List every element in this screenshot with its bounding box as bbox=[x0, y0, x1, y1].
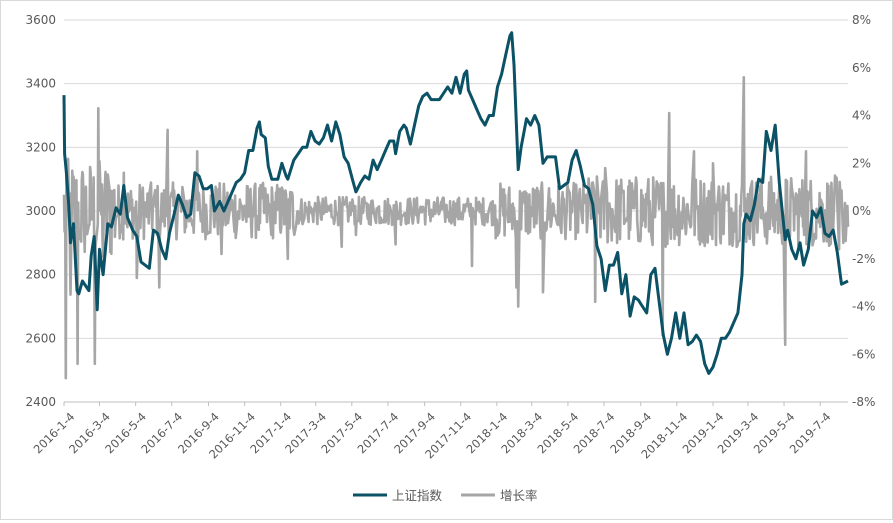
legend-label-index: 上证指数 bbox=[392, 488, 443, 503]
shanghai-index-line bbox=[62, 31, 849, 375]
right-tick-label: 0% bbox=[852, 204, 871, 218]
right-tick-label: 8% bbox=[852, 13, 871, 27]
index-series bbox=[62, 31, 849, 375]
right-tick-label: -4% bbox=[852, 300, 875, 314]
right-tick-label: -2% bbox=[852, 252, 875, 266]
legend-label-growth: 增长率 bbox=[500, 488, 538, 503]
right-tick-label: 4% bbox=[852, 109, 871, 123]
left-tick-label: 3000 bbox=[25, 204, 56, 218]
right-tick-label: 6% bbox=[852, 61, 871, 75]
right-axis-ticks: -8% -6% -4% -2% 0% 2% 4% 6% 8% bbox=[852, 13, 875, 409]
left-tick-label: 3400 bbox=[25, 77, 56, 91]
left-tick-label: 2400 bbox=[25, 395, 56, 409]
growth-rate-line bbox=[62, 76, 850, 380]
right-tick-label: 2% bbox=[852, 156, 871, 170]
left-tick-label: 3600 bbox=[25, 13, 56, 27]
x-axis-ticks: 2016-1-42016-3-42016-5-42016-7-42016-9-4… bbox=[31, 402, 834, 462]
growth-series bbox=[62, 76, 850, 380]
right-tick-label: -8% bbox=[852, 395, 875, 409]
left-tick-label: 2600 bbox=[25, 331, 56, 345]
left-axis-ticks: 2400 2600 2800 3000 3200 3400 3600 bbox=[25, 13, 56, 409]
legend: 上证指数 增长率 bbox=[353, 488, 538, 503]
left-tick-label: 2800 bbox=[25, 268, 56, 282]
left-tick-label: 3200 bbox=[25, 140, 56, 154]
grid-lines bbox=[64, 19, 848, 339]
right-tick-label: -6% bbox=[852, 347, 875, 361]
